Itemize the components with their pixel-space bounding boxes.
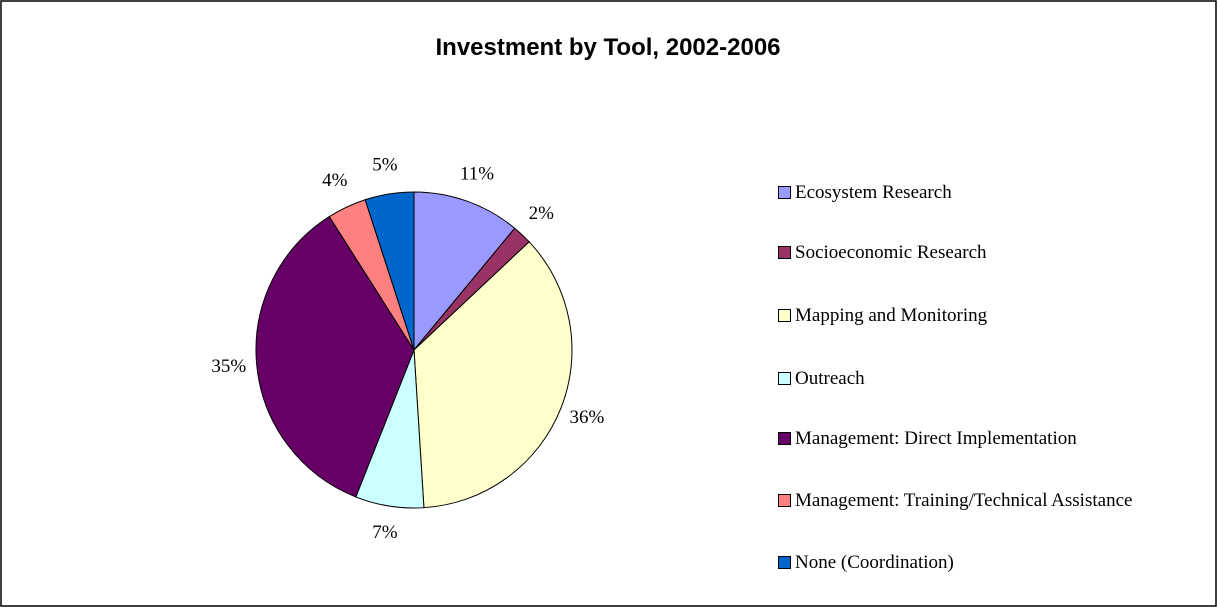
pie-slice	[255, 215, 415, 498]
legend-label: Management: Training/Technical Assistanc…	[795, 490, 1133, 511]
legend-item: Mapping and Monitoring	[778, 303, 1198, 328]
legend-label: Management: Direct Implementation	[795, 428, 1077, 449]
data-label: 11%	[460, 163, 494, 184]
pie-slice	[413, 241, 573, 509]
data-label: 35%	[211, 356, 246, 377]
legend-swatch	[778, 432, 791, 445]
legend-label: Outreach	[795, 368, 865, 389]
legend-label: Socioeconomic Research	[795, 242, 987, 263]
legend-swatch	[778, 372, 791, 385]
legend-swatch	[778, 556, 791, 569]
legend-swatch	[778, 246, 791, 259]
legend-item: None (Coordination)	[778, 550, 1198, 575]
legend-label: Mapping and Monitoring	[795, 305, 988, 326]
legend-label: Ecosystem Research	[795, 182, 952, 203]
legend-label: None (Coordination)	[795, 552, 954, 573]
pie-slice	[413, 191, 516, 352]
data-label: 5%	[372, 155, 398, 176]
legend-swatch	[778, 309, 791, 322]
data-label: 2%	[529, 203, 555, 224]
legend-swatch	[778, 494, 791, 507]
data-label: 7%	[372, 522, 398, 543]
legend-item: Ecosystem Research	[778, 180, 1198, 205]
pie-slice	[364, 191, 415, 351]
data-label: 4%	[322, 170, 348, 191]
legend-item: Outreach	[778, 366, 1198, 391]
chart-title: Investment by Tool, 2002-2006	[435, 34, 780, 61]
legend-swatch	[778, 186, 791, 199]
legend-item: Socioeconomic Research	[778, 240, 1198, 265]
legend-item: Management: Direct Implementation	[778, 426, 1198, 451]
legend-item: Management: Training/Technical Assistanc…	[778, 488, 1198, 513]
data-label: 36%	[570, 407, 605, 428]
